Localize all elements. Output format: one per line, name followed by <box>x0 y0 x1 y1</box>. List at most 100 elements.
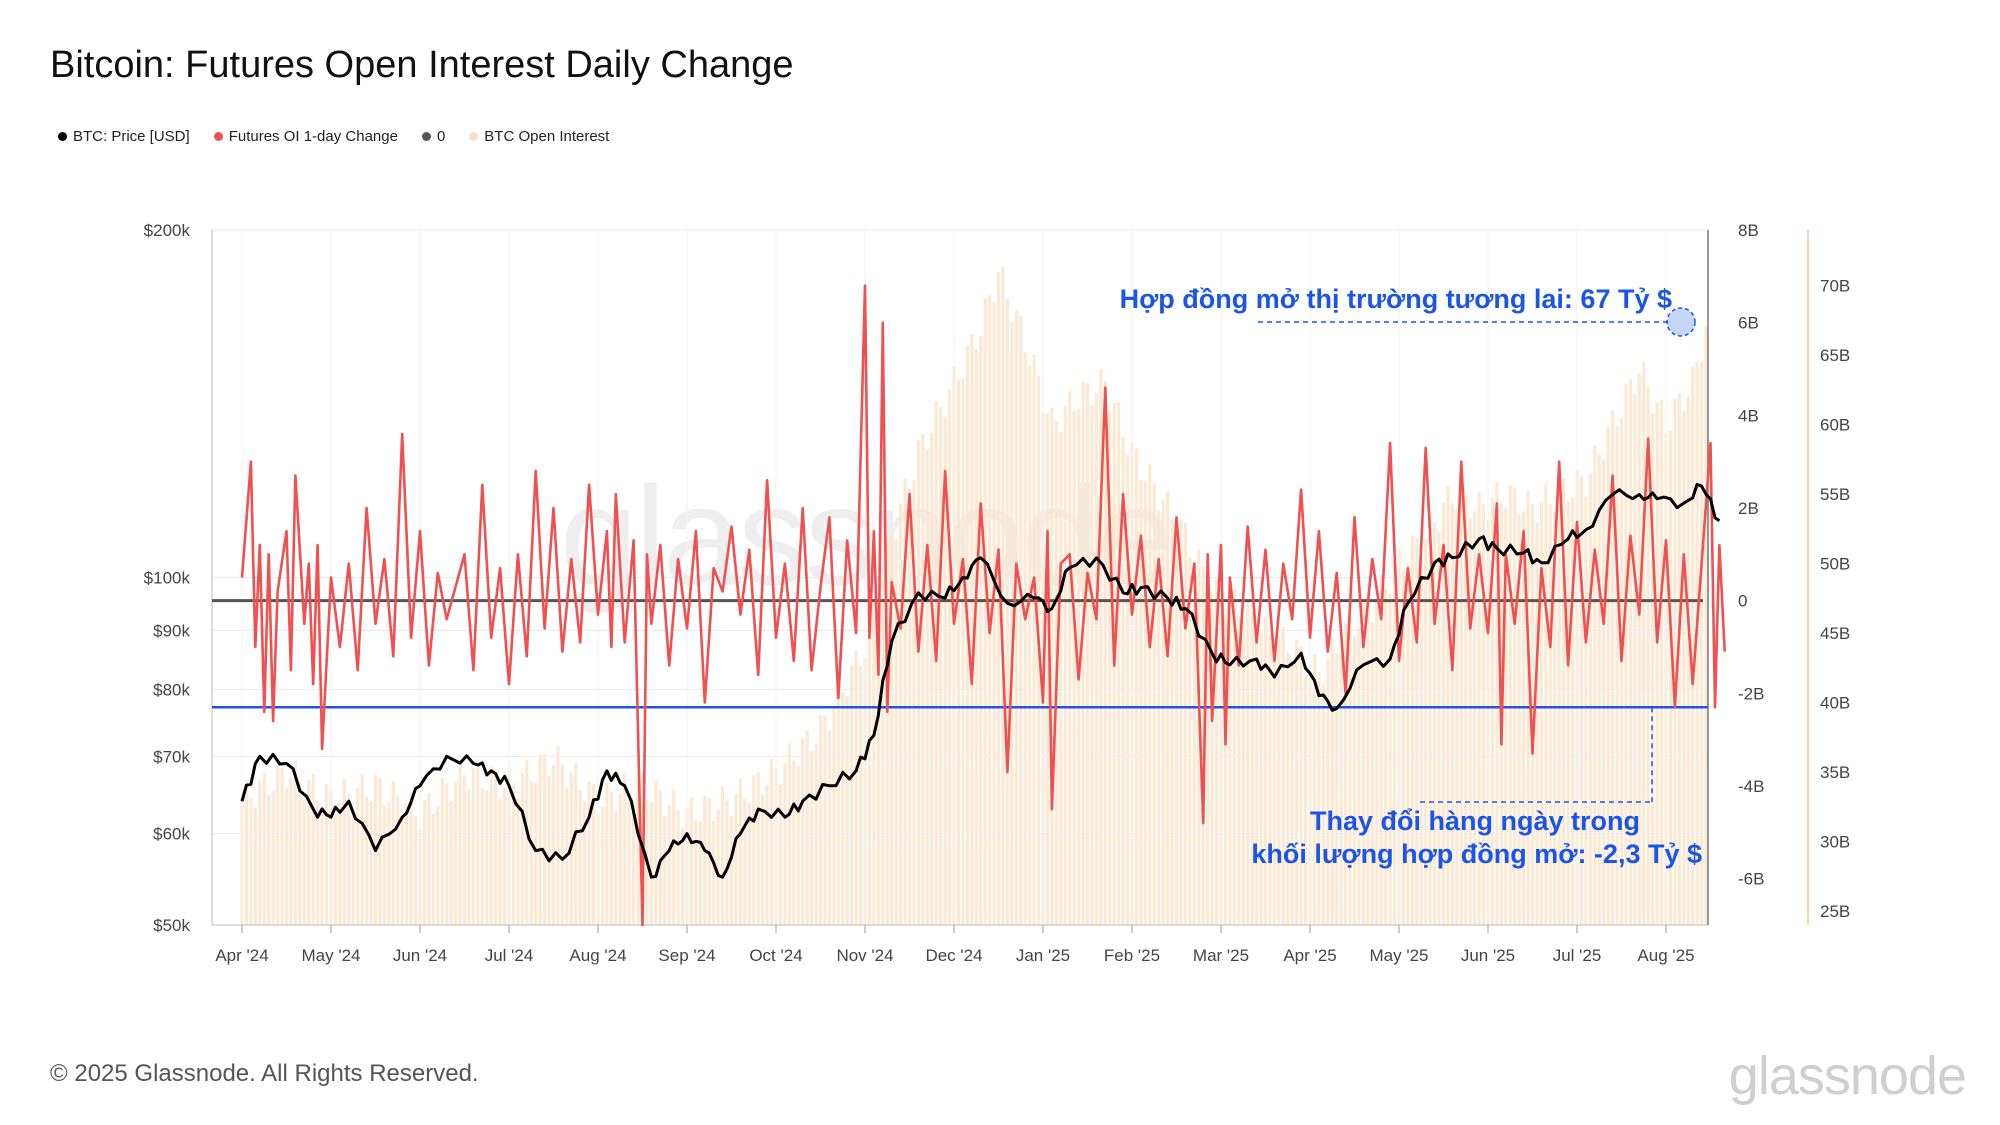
oi-bar <box>1490 498 1495 925</box>
copyright: © 2025 Glassnode. All Rights Reserved. <box>50 1060 479 1087</box>
legend-item-price[interactable]: BTC: Price [USD] <box>58 128 190 145</box>
oi-bar <box>623 774 627 925</box>
oi-bar <box>796 766 800 925</box>
oi-bar <box>502 788 507 925</box>
oi-bar <box>1259 632 1263 925</box>
oi-change-line <box>240 284 1726 927</box>
oi-bar <box>1593 444 1597 925</box>
oi-bar <box>1455 509 1459 925</box>
oi-bar <box>476 762 480 925</box>
oi-bar <box>293 760 297 925</box>
x-tick-label: Jan '25 <box>1016 946 1070 965</box>
oi-bar <box>921 433 925 925</box>
right-tick-label: -6B <box>1738 870 1764 889</box>
oi-bar <box>440 778 444 925</box>
oi-bar <box>1424 538 1428 925</box>
oi-bar <box>1673 399 1677 925</box>
tick-labels: $200k $100k $90k $80k $70k $60k $50k 8B 6B 4B 2B 0 -… <box>144 221 1851 965</box>
oi-bar <box>988 294 992 925</box>
oi-bar <box>1081 381 1085 925</box>
oi-bar <box>1651 413 1655 925</box>
oi-bar <box>743 799 747 925</box>
oi-bar <box>1032 354 1036 925</box>
oi-bar <box>996 272 1001 926</box>
oi-bar <box>1090 404 1094 925</box>
oi-bar <box>1450 503 1454 925</box>
oi-bar <box>1152 483 1156 925</box>
oi-bar <box>703 795 707 925</box>
oi-bar <box>756 772 760 925</box>
oi-bar <box>422 800 427 925</box>
oi-bar <box>1344 623 1348 925</box>
oi-bar <box>1357 628 1361 925</box>
oi-bar <box>1286 652 1290 925</box>
oi-tick-label: 40B <box>1820 694 1850 713</box>
oi-tick-label: 70B <box>1820 277 1850 296</box>
oi-bar <box>752 774 756 925</box>
oi-bar <box>1170 519 1174 925</box>
oi-bar <box>747 802 751 925</box>
oi-tick-label: 45B <box>1820 624 1850 643</box>
legend-item-oi-change[interactable]: Futures OI 1-day Change <box>213 128 398 145</box>
oi-bar <box>916 440 920 925</box>
oi-bar <box>1143 480 1147 925</box>
oi-bar <box>956 379 961 926</box>
oi-bar <box>1161 500 1165 925</box>
oi-bar <box>316 801 320 925</box>
oi-bar <box>1028 365 1032 925</box>
oi-bar <box>1050 407 1054 925</box>
oi-bar <box>1094 392 1098 925</box>
oi-bar <box>289 777 293 925</box>
oi-bar <box>1570 497 1575 925</box>
oi-bar <box>680 827 685 925</box>
oi-bar <box>480 788 484 925</box>
x-tick-label: Jun '25 <box>1461 946 1515 965</box>
oi-bar <box>805 730 809 925</box>
oi-bar <box>431 813 435 925</box>
oi-bar <box>600 806 605 925</box>
oi-bar <box>556 746 560 925</box>
oi-bar <box>783 762 787 925</box>
oi-bar <box>1682 411 1686 925</box>
oi-bar <box>765 785 769 925</box>
oi-bar <box>458 759 462 925</box>
oi-bar <box>302 799 306 925</box>
oi-bar <box>1441 502 1446 925</box>
axes <box>211 230 1809 933</box>
oi-bar <box>1023 352 1027 925</box>
oi-bar <box>1103 381 1107 925</box>
oi-bar <box>1099 368 1103 926</box>
oi-bar <box>890 536 894 925</box>
oi-bar <box>836 680 840 925</box>
oi-bar <box>1370 621 1374 925</box>
oi-bar <box>271 790 275 925</box>
oi-bar <box>1677 393 1681 925</box>
oi-bar <box>1174 537 1179 925</box>
oi-bar <box>529 780 533 925</box>
oi-bar <box>689 797 694 925</box>
oi-bar <box>672 788 676 925</box>
oi-bar <box>400 819 404 925</box>
oi-bar <box>1197 548 1201 925</box>
legend-item-open-interest[interactable]: BTC Open Interest <box>469 128 609 145</box>
oi-bar <box>1045 413 1050 925</box>
oi-bar <box>1566 501 1570 925</box>
oi-bar <box>738 778 742 925</box>
x-tick-label: Jun '24 <box>393 946 447 965</box>
oi-bar <box>1339 654 1343 925</box>
x-tick-label: Mar '25 <box>1193 946 1249 965</box>
oi-bar <box>912 479 916 925</box>
right-tick-label: -2B <box>1738 684 1764 703</box>
oi-bar <box>823 716 827 925</box>
oi-bar <box>1148 464 1152 925</box>
oi-bar <box>1557 485 1561 925</box>
oi-bar <box>1335 653 1339 925</box>
legend-item-zero[interactable]: 0 <box>421 128 445 145</box>
oi-bar <box>1633 393 1637 925</box>
oi-bar <box>934 401 938 925</box>
oi-bar <box>1544 484 1548 925</box>
oi-bar <box>1695 361 1699 925</box>
oi-bar <box>1072 410 1076 926</box>
oi-bar <box>591 783 596 925</box>
oi-bar <box>854 649 858 925</box>
